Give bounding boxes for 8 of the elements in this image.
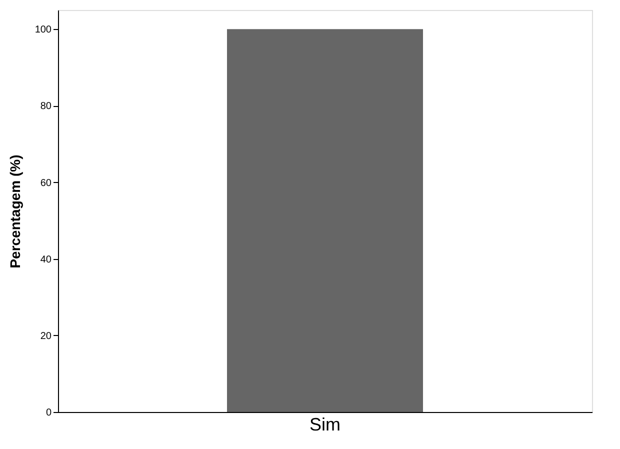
y-tick-label: 80: [40, 101, 52, 112]
y-axis-title: Percentagem (%): [6, 154, 23, 268]
y-tick-label: 60: [40, 178, 52, 189]
y-tick-label: 40: [40, 254, 52, 266]
x-tick-label: Sim: [310, 414, 340, 434]
y-tick-label: 20: [40, 330, 52, 342]
y-tick-label: 0: [46, 408, 52, 418]
y-tick-label: 100: [34, 24, 52, 36]
